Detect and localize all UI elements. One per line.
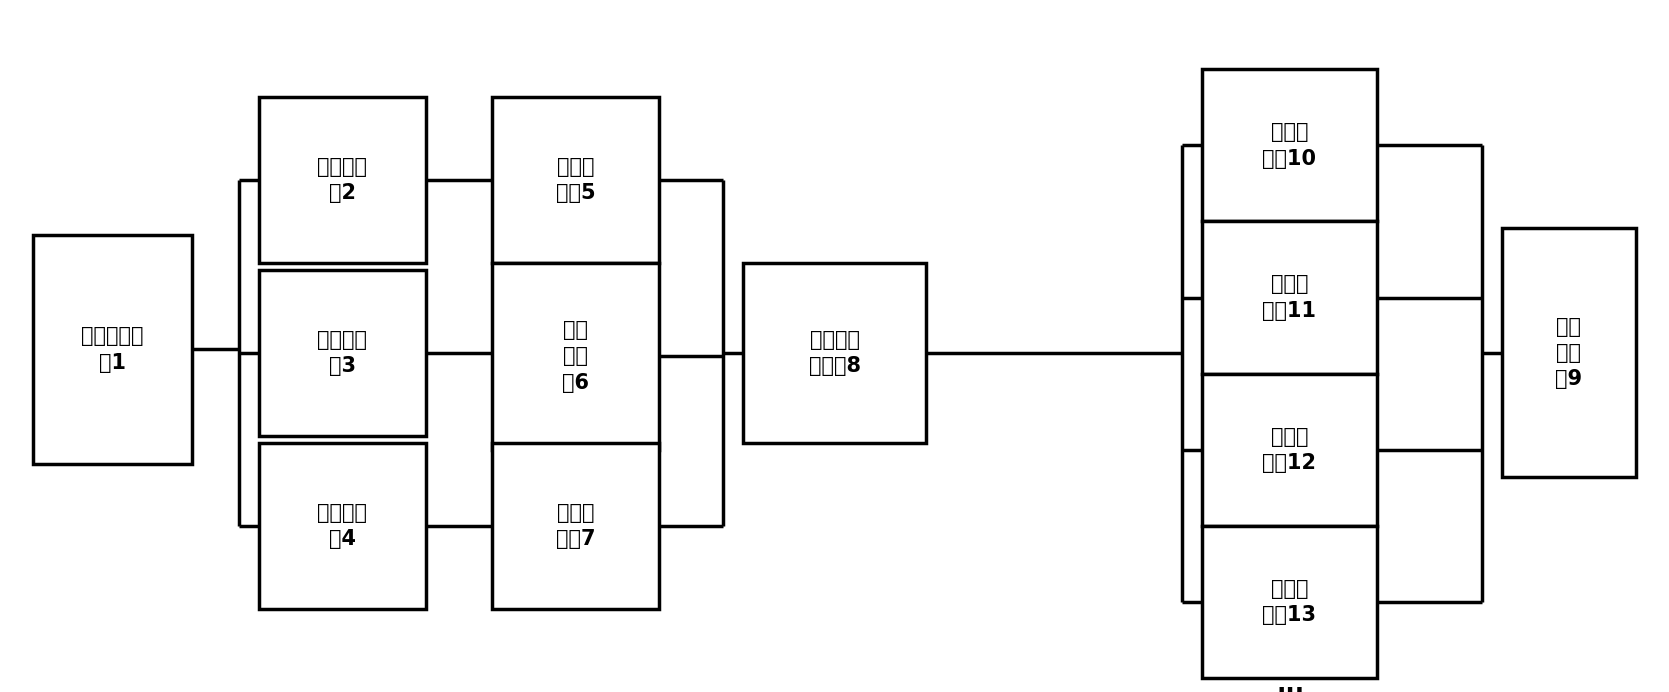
Text: 压力传
感器10: 压力传 感器10 — [1262, 122, 1317, 169]
FancyBboxPatch shape — [259, 443, 426, 609]
FancyBboxPatch shape — [1202, 221, 1377, 374]
Text: 压力传
感器12: 压力传 感器12 — [1262, 426, 1317, 473]
FancyBboxPatch shape — [259, 97, 426, 263]
Text: 电动气体
调压阀8: 电动气体 调压阀8 — [808, 329, 861, 376]
Text: 压力传
感器11: 压力传 感器11 — [1262, 274, 1317, 321]
Text: 压力传
感器13: 压力传 感器13 — [1262, 579, 1317, 626]
FancyBboxPatch shape — [259, 270, 426, 436]
FancyBboxPatch shape — [1202, 69, 1377, 221]
Text: 电磁
阀开
关6: 电磁 阀开 关6 — [562, 320, 589, 393]
Text: 低温恒温
箱3: 低温恒温 箱3 — [317, 329, 367, 376]
Text: 计算
机系
统9: 计算 机系 统9 — [1556, 316, 1582, 390]
Text: 电磁阀
开关7: 电磁阀 开关7 — [556, 502, 596, 549]
FancyBboxPatch shape — [33, 235, 192, 464]
FancyBboxPatch shape — [492, 97, 659, 263]
FancyBboxPatch shape — [1202, 526, 1377, 678]
FancyBboxPatch shape — [1202, 374, 1377, 526]
Text: ...: ... — [1277, 673, 1303, 692]
Text: 压力表校验
器1: 压力表校验 器1 — [82, 326, 144, 373]
Text: 电磁阀
开关5: 电磁阀 开关5 — [556, 156, 596, 203]
FancyBboxPatch shape — [492, 443, 659, 609]
FancyBboxPatch shape — [743, 263, 926, 443]
FancyBboxPatch shape — [1502, 228, 1636, 477]
Text: 常温恒温
箱4: 常温恒温 箱4 — [317, 502, 367, 549]
Text: 高温恒温
箱2: 高温恒温 箱2 — [317, 156, 367, 203]
FancyBboxPatch shape — [492, 263, 659, 450]
